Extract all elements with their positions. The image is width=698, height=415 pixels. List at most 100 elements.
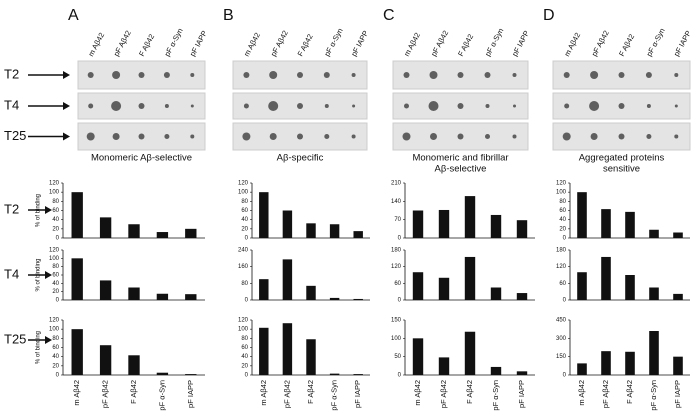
y-tick-label: 0	[563, 373, 567, 379]
bar	[625, 211, 635, 238]
bar	[649, 229, 659, 238]
blot-dot	[674, 134, 679, 139]
blot-dot	[352, 104, 356, 108]
blot-dot	[513, 104, 516, 108]
arrow-head	[63, 71, 70, 79]
bar	[282, 323, 293, 375]
arrow-head	[63, 132, 70, 141]
bar	[259, 192, 269, 238]
blot-dot	[645, 72, 652, 78]
y-tick-label: 80	[241, 336, 248, 342]
y-tick-label: 120	[556, 181, 567, 187]
bar	[71, 329, 83, 375]
arrow-head	[45, 336, 52, 344]
y-tick-label: 60	[241, 345, 248, 351]
bar	[306, 339, 316, 375]
bar	[438, 357, 450, 375]
bar	[282, 259, 293, 300]
bar	[577, 272, 587, 300]
blot-dot	[242, 132, 251, 141]
y-tick-label: 140	[391, 199, 402, 205]
y-tick-label: 20	[52, 363, 59, 369]
panel-caption: Monomeric Aβ-selective	[91, 153, 192, 164]
bar	[577, 192, 587, 238]
row-label: T2	[4, 201, 19, 216]
dot-blot	[77, 60, 206, 90]
blot-dot	[563, 72, 570, 78]
blot-dot	[111, 101, 122, 111]
bar	[128, 355, 140, 375]
blot-dot	[86, 132, 95, 141]
bar	[329, 297, 340, 300]
x-tick-label: pF α-Syn	[649, 380, 658, 411]
bar	[673, 232, 683, 238]
x-tick-label: F Aβ42	[625, 380, 634, 404]
row-label: T25	[4, 128, 26, 143]
bar	[329, 373, 340, 375]
y-tick-label: 40	[241, 217, 248, 223]
blot-label: pF α-Syn	[644, 27, 666, 58]
y-tick-label: 50	[394, 354, 401, 360]
blot-dot	[351, 134, 356, 139]
blot-label: pF α-Syn	[162, 27, 184, 58]
y-tick-label: 120	[556, 264, 567, 270]
blot-dot	[402, 132, 411, 141]
y-tick-label: 40	[241, 354, 248, 360]
blot-dot	[351, 73, 356, 77]
bar	[99, 345, 112, 375]
arrow-head	[45, 271, 52, 279]
panel-letter: D	[543, 7, 555, 24]
y-tick-label: 160	[238, 264, 249, 270]
bar	[438, 277, 450, 300]
bar	[673, 356, 683, 375]
y-tick-label: 0	[245, 373, 249, 379]
blot-dot	[646, 104, 651, 108]
blot-dot	[323, 72, 330, 78]
blot-dot	[457, 103, 464, 109]
y-tick-label: 80	[52, 264, 59, 270]
bar	[128, 224, 140, 238]
blot-label: pF Aβ42	[112, 29, 133, 58]
y-tick-label: 0	[245, 298, 249, 304]
blot-dot	[190, 104, 194, 108]
y-tick-label: 20	[241, 363, 248, 369]
bar	[490, 366, 502, 375]
y-axis-label: % of binding	[36, 331, 42, 364]
blot-dot	[646, 134, 652, 139]
y-tick-label: 60	[559, 281, 566, 287]
y-tick-label: 80	[559, 199, 566, 205]
y-tick-label: 0	[56, 373, 60, 379]
row-label: T25	[4, 331, 26, 346]
y-tick-label: 120	[391, 264, 402, 270]
bar	[464, 196, 476, 238]
blot-dot	[87, 72, 94, 78]
arrow-head	[45, 206, 52, 214]
blot-dot	[403, 72, 410, 78]
blot-label: pF α-Syn	[483, 27, 505, 58]
y-tick-label: 210	[391, 181, 402, 187]
bar	[412, 210, 424, 238]
bar	[259, 327, 269, 375]
bar	[649, 331, 659, 375]
y-tick-label: 60	[241, 208, 248, 214]
x-tick-label: pF IAPP	[517, 380, 526, 408]
y-tick-label: 100	[49, 256, 60, 262]
x-tick-label: m Aβ42	[577, 380, 586, 406]
y-tick-label: 20	[52, 289, 59, 295]
x-tick-label: m Aβ42	[72, 380, 81, 406]
row-label: T2	[4, 66, 19, 81]
y-tick-label: 0	[56, 236, 60, 242]
y-tick-label: 60	[559, 208, 566, 214]
y-tick-label: 60	[52, 208, 59, 214]
blot-dot	[268, 101, 279, 111]
y-tick-label: 120	[49, 318, 60, 324]
x-tick-label: m Aβ42	[413, 380, 422, 406]
y-tick-label: 0	[563, 236, 567, 242]
blot-dot	[590, 71, 599, 79]
panel-caption: Aβ-selective	[435, 164, 487, 175]
blot-dot	[485, 134, 490, 139]
blot-dot	[164, 104, 169, 108]
blot-label: pF IAPP	[672, 29, 693, 58]
y-tick-label: 240	[238, 248, 249, 254]
bar	[412, 272, 424, 300]
